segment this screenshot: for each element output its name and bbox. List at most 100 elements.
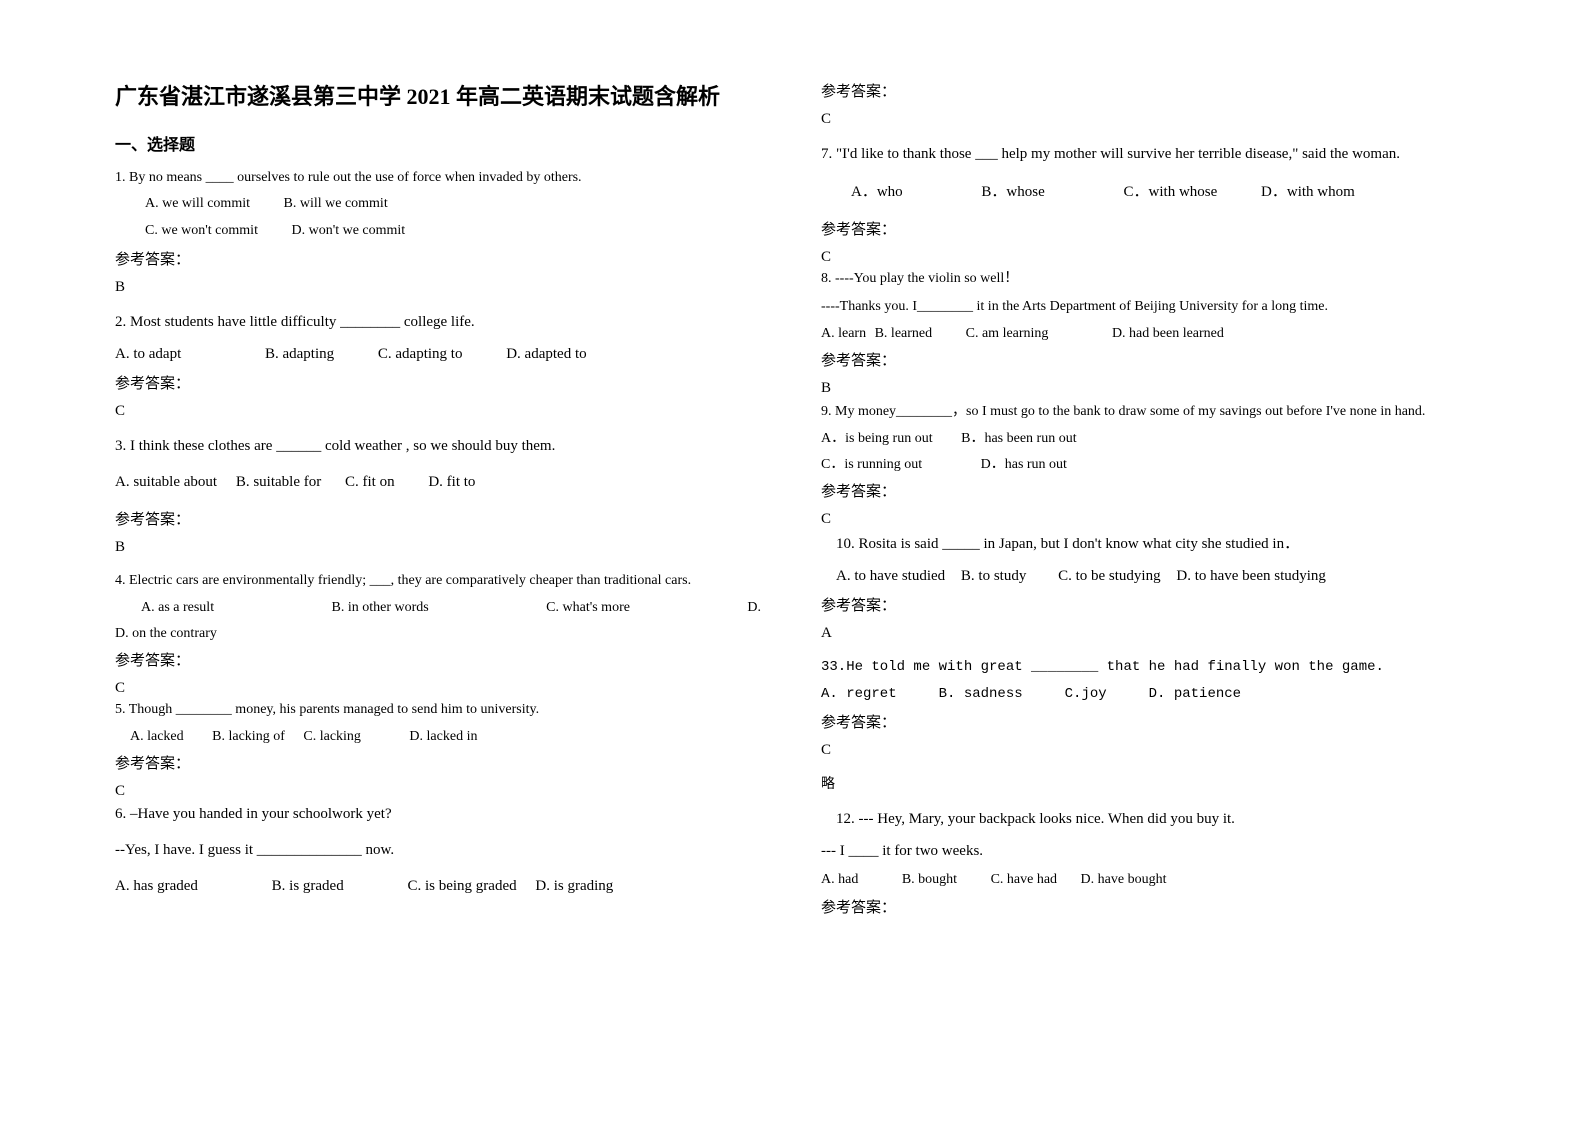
- q8-text1: 8. ----You play the violin so well！: [821, 268, 1507, 290]
- q5-optD: D. lacked in: [409, 726, 477, 748]
- q10-optD: D. to have been studying: [1176, 564, 1326, 588]
- q6-text2: --Yes, I have. I guess it ______________…: [115, 838, 791, 862]
- q8-text2: ----Thanks you. I________ it in the Arts…: [821, 296, 1507, 318]
- q12-optA: A. had: [821, 869, 858, 891]
- q7-optC: C．with whose: [1124, 180, 1218, 204]
- q7-answer: C: [821, 249, 1507, 266]
- q9-optB: B．has been run out: [961, 428, 1076, 450]
- q11-options: A. regret B. sadness C.joy D. patience: [821, 683, 1507, 705]
- q5-answer: C: [115, 783, 791, 800]
- q4-optB: B. in other words: [332, 597, 429, 619]
- q4-answer: C: [115, 680, 791, 697]
- q9-answer-label: 参考答案：: [821, 480, 1507, 501]
- q3-optC: C. fit on: [345, 470, 395, 494]
- right-column: 参考答案： C 7. "I'd like to thank those ___ …: [811, 80, 1527, 927]
- q4-answer-label: 参考答案：: [115, 649, 791, 670]
- q8-optD: D. had been learned: [1112, 323, 1224, 345]
- section-heading: 一、选择题: [115, 131, 791, 155]
- q6-answer-label: 参考答案：: [821, 80, 1507, 101]
- q12-optC: C. have had: [991, 869, 1057, 891]
- q12-answer-label: 参考答案：: [821, 896, 1507, 917]
- q9-options-row1: A．is being run out B．has been run out: [821, 428, 1507, 450]
- q1-options-row2: C. we won't commit D. won't we commit: [115, 220, 791, 242]
- q12-options: A. had B. bought C. have had D. have bou…: [821, 869, 1507, 891]
- q7-optD: D．with whom: [1261, 180, 1355, 204]
- q4-options: A. as a result B. in other words C. what…: [115, 597, 791, 619]
- q10-optC: C. to be studying: [1058, 564, 1161, 588]
- q10-options: A. to have studied B. to study C. to be …: [821, 564, 1507, 588]
- left-column: 广东省湛江市遂溪县第三中学 2021 年高二英语期末试题含解析 一、选择题 1.…: [95, 80, 811, 927]
- q1-optB: B. will we commit: [284, 193, 388, 215]
- q5-options: A. lacked B. lacking of C. lacking D. la…: [115, 726, 791, 748]
- q4-text: 4. Electric cars are environmentally fri…: [115, 570, 791, 592]
- q4-optC: C. what's more: [546, 597, 630, 619]
- q1-optD: D. won't we commit: [291, 220, 405, 242]
- q9-answer: C: [821, 511, 1507, 528]
- q1-text: 1. By no means ____ ourselves to rule ou…: [115, 167, 791, 189]
- q8-answer-label: 参考答案：: [821, 349, 1507, 370]
- q2-optD: D. adapted to: [506, 342, 586, 366]
- q5-answer-label: 参考答案：: [115, 752, 791, 773]
- q5-optC: C. lacking: [303, 726, 361, 748]
- q3-optA: A. suitable about: [115, 470, 217, 494]
- q11-text: 33.He told me with great ________ that h…: [821, 656, 1507, 678]
- q5-optA: A. lacked: [130, 726, 184, 748]
- q10-optB: B. to study: [961, 564, 1026, 588]
- q2-answer-label: 参考答案：: [115, 372, 791, 393]
- q5-text: 5. Though ________ money, his parents ma…: [115, 699, 791, 721]
- q5-optB: B. lacking of: [212, 726, 285, 748]
- q12-text2: --- I ____ it for two weeks.: [821, 839, 1507, 863]
- exam-page: 广东省湛江市遂溪县第三中学 2021 年高二英语期末试题含解析 一、选择题 1.…: [0, 0, 1587, 967]
- q9-options-row2: C．is running out D．has run out: [821, 454, 1507, 476]
- q6-optD: D. is grading: [535, 874, 613, 898]
- q3-answer: B: [115, 539, 791, 556]
- q1-answer: B: [115, 279, 791, 296]
- q6-text1: 6. –Have you handed in your schoolwork y…: [115, 802, 791, 826]
- q4-optD: D. on the contrary: [115, 623, 791, 645]
- q6-optC: C. is being graded: [407, 874, 516, 898]
- q8-options: A. learn B. learned C. am learning D. ha…: [821, 323, 1507, 345]
- q10-answer: A: [821, 625, 1507, 642]
- q9-text: 9. My money________，so I must go to the …: [821, 401, 1507, 423]
- q11-answer-label: 参考答案：: [821, 711, 1507, 732]
- q7-text: 7. "I'd like to thank those ___ help my …: [821, 142, 1507, 166]
- q3-optB: B. suitable for: [236, 470, 321, 494]
- q9-optA: A．is being run out: [821, 428, 933, 450]
- q8-optB: B. learned: [875, 323, 933, 345]
- q10-answer-label: 参考答案：: [821, 594, 1507, 615]
- q6-optA: A. has graded: [115, 874, 198, 898]
- q7-optA: A．who: [851, 180, 903, 204]
- q6-options: A. has graded B. is graded C. is being g…: [115, 874, 791, 898]
- q4-optD-prefix: D.: [747, 597, 761, 619]
- q2-answer: C: [115, 403, 791, 420]
- q11-answer: C: [821, 742, 1507, 759]
- q3-options: A. suitable about B. suitable for C. fit…: [115, 470, 791, 494]
- q7-options: A．who B．whose C．with whose D．with whom: [821, 180, 1507, 204]
- q12-optD: D. have bought: [1081, 869, 1167, 891]
- q1-optA: A. we will commit: [145, 193, 250, 215]
- page-title: 广东省湛江市遂溪县第三中学 2021 年高二英语期末试题含解析: [115, 80, 791, 113]
- q7-answer-label: 参考答案：: [821, 218, 1507, 239]
- q6-optB: B. is graded: [272, 874, 344, 898]
- q8-optC: C. am learning: [966, 323, 1049, 345]
- q8-answer: B: [821, 380, 1507, 397]
- q10-optA: A. to have studied: [836, 564, 945, 588]
- q11-omitted: 略: [821, 773, 1507, 793]
- q2-text: 2. Most students have little difficulty …: [115, 310, 791, 334]
- q9-optC: C．is running out: [821, 454, 922, 476]
- q7-optB: B．whose: [981, 180, 1044, 204]
- q1-options-row1: A. we will commit B. will we commit: [115, 193, 791, 215]
- q3-text: 3. I think these clothes are ______ cold…: [115, 434, 791, 458]
- q2-optC: C. adapting to: [378, 342, 463, 366]
- q12-text1: 12. --- Hey, Mary, your backpack looks n…: [821, 807, 1507, 831]
- q9-optD: D．has run out: [981, 454, 1067, 476]
- q3-optD: D. fit to: [428, 470, 475, 494]
- q4-optA: A. as a result: [141, 597, 214, 619]
- q3-answer-label: 参考答案：: [115, 508, 791, 529]
- q1-optC: C. we won't commit: [145, 220, 258, 242]
- q2-optB: B. adapting: [265, 342, 334, 366]
- q6-answer: C: [821, 111, 1507, 128]
- q10-text: 10. Rosita is said _____ in Japan, but I…: [821, 532, 1507, 556]
- q8-optA: A. learn: [821, 323, 866, 345]
- q12-optB: B. bought: [902, 869, 957, 891]
